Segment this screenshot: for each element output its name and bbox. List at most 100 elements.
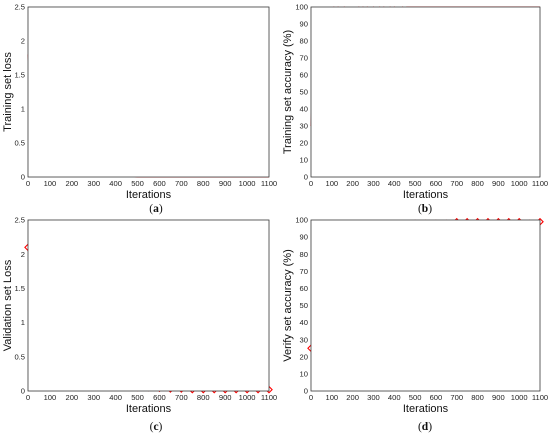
y-tick-label: 90 <box>300 20 308 29</box>
y-tick-label: 10 <box>300 370 308 379</box>
y-tick-label: 2.5 <box>14 3 25 12</box>
x-tick-label: 700 <box>175 393 188 402</box>
panel-caption: (a) <box>149 203 163 215</box>
y-tick-label: 1 <box>21 318 25 327</box>
y-tick-label: 70 <box>300 267 308 276</box>
x-tick-label: 1000 <box>511 179 528 188</box>
y-tick-label: 30 <box>300 335 308 344</box>
y-tick-label: 2.5 <box>14 216 25 225</box>
x-tick-label: 500 <box>131 393 144 402</box>
x-tick-label: 300 <box>87 393 100 402</box>
panel-caption: (c) <box>150 421 163 433</box>
y-tick-label: 2 <box>21 250 25 259</box>
x-tick-label: 700 <box>450 179 463 188</box>
y-axis-label: Training set loss <box>2 52 14 132</box>
x-axis-label: Iterations <box>126 189 172 201</box>
x-axis-label: Iterations <box>403 189 449 201</box>
y-tick-label: 50 <box>300 88 308 97</box>
y-tick-label: 30 <box>300 122 308 131</box>
x-tick-label: 600 <box>153 179 166 188</box>
x-tick-label: 200 <box>346 179 359 188</box>
y-tick-label: 0.5 <box>14 352 25 361</box>
x-tick-label: 300 <box>87 179 100 188</box>
x-tick-label: 0 <box>26 179 30 188</box>
x-tick-label: 200 <box>65 393 78 402</box>
y-tick-label: 60 <box>300 71 308 80</box>
x-tick-label: 900 <box>492 393 505 402</box>
x-tick-label: 1100 <box>261 179 277 188</box>
plot-frame <box>310 6 541 178</box>
x-axis-label: Iterations <box>403 403 449 415</box>
x-tick-label: 600 <box>430 393 443 402</box>
x-tick-label: 100 <box>44 179 57 188</box>
x-tick-label: 900 <box>492 179 505 188</box>
x-tick-label: 1100 <box>532 179 548 188</box>
y-axis-label: Training set accuracy (%) <box>282 30 294 154</box>
y-tick-label: 2 <box>21 37 25 46</box>
y-tick-label: 50 <box>300 301 308 310</box>
x-tick-label: 400 <box>388 179 401 188</box>
y-tick-label: 80 <box>300 37 308 46</box>
x-tick-label: 800 <box>471 393 484 402</box>
y-tick-label: 1 <box>21 105 25 114</box>
y-tick-label: 70 <box>300 54 308 63</box>
y-tick-label: 0 <box>21 387 25 396</box>
x-tick-label: 300 <box>367 179 380 188</box>
x-tick-label: 100 <box>44 393 57 402</box>
x-tick-label: 300 <box>367 393 380 402</box>
chart-panel-c: 0 100 200 300 400 500 600 700 800 900 1000 1100 0 0.5… <box>2 216 277 433</box>
x-tick-label: 0 <box>26 393 30 402</box>
x-tick-label: 0 <box>309 393 313 402</box>
panel-caption: (d) <box>418 421 432 433</box>
x-tick-label: 400 <box>388 393 401 402</box>
y-tick-label: 40 <box>300 105 308 114</box>
y-tick-label: 80 <box>300 250 308 259</box>
x-tick-label: 400 <box>109 179 122 188</box>
y-tick-label: 100 <box>295 216 308 225</box>
y-tick-label: 0 <box>21 173 25 182</box>
x-tick-label: 500 <box>409 179 422 188</box>
x-tick-label: 1000 <box>239 393 256 402</box>
plot-frame <box>27 219 270 392</box>
plot-frame <box>310 219 541 392</box>
y-tick-label: 0 <box>304 173 308 182</box>
panel-caption: (b) <box>418 203 432 215</box>
y-axis-label: Validation set Loss <box>2 259 14 351</box>
y-tick-label: 0 <box>304 387 308 396</box>
y-tick-label: 100 <box>295 3 308 12</box>
chart-panel-d: 0 100 200 300 400 500 600 700 800 900 1000 1100 0 10 2… <box>282 216 548 433</box>
x-tick-label: 700 <box>450 393 463 402</box>
x-tick-label: 800 <box>471 179 484 188</box>
x-tick-label: 500 <box>409 393 422 402</box>
x-tick-label: 1000 <box>511 393 528 402</box>
x-tick-label: 500 <box>131 179 144 188</box>
y-tick-label: 1.5 <box>14 284 25 293</box>
x-tick-label: 400 <box>109 393 122 402</box>
x-tick-label: 900 <box>219 179 232 188</box>
y-tick-label: 0.5 <box>14 139 25 148</box>
y-tick-label: 1.5 <box>14 71 25 80</box>
y-tick-label: 20 <box>300 139 308 148</box>
y-tick-label: 10 <box>300 156 308 165</box>
x-tick-label: 800 <box>197 179 210 188</box>
x-tick-label: 200 <box>346 393 359 402</box>
plot-frame <box>27 6 270 178</box>
chart-panel-a: 0 100 200 300 400 500 600 700 800 900 1000 1100 0 0.5… <box>2 3 277 215</box>
y-tick-label: 60 <box>300 284 308 293</box>
y-axis-label: Verify set accuracy (%) <box>282 249 294 361</box>
x-tick-label: 100 <box>325 393 338 402</box>
y-tick-label: 20 <box>300 352 308 361</box>
x-axis-label: Iterations <box>126 403 172 415</box>
x-tick-label: 1100 <box>261 393 277 402</box>
chart-panel-b: 0 100 200 300 400 500 600 700 800 900 1000 1100 0 10 2… <box>282 3 548 215</box>
x-tick-label: 900 <box>219 393 232 402</box>
x-tick-label: 600 <box>430 179 443 188</box>
x-tick-label: 600 <box>153 393 166 402</box>
x-tick-label: 1100 <box>532 393 548 402</box>
x-tick-label: 100 <box>325 179 338 188</box>
x-tick-label: 0 <box>309 179 313 188</box>
x-tick-label: 700 <box>175 179 188 188</box>
x-tick-label: 200 <box>65 179 78 188</box>
x-tick-label: 1000 <box>239 179 256 188</box>
